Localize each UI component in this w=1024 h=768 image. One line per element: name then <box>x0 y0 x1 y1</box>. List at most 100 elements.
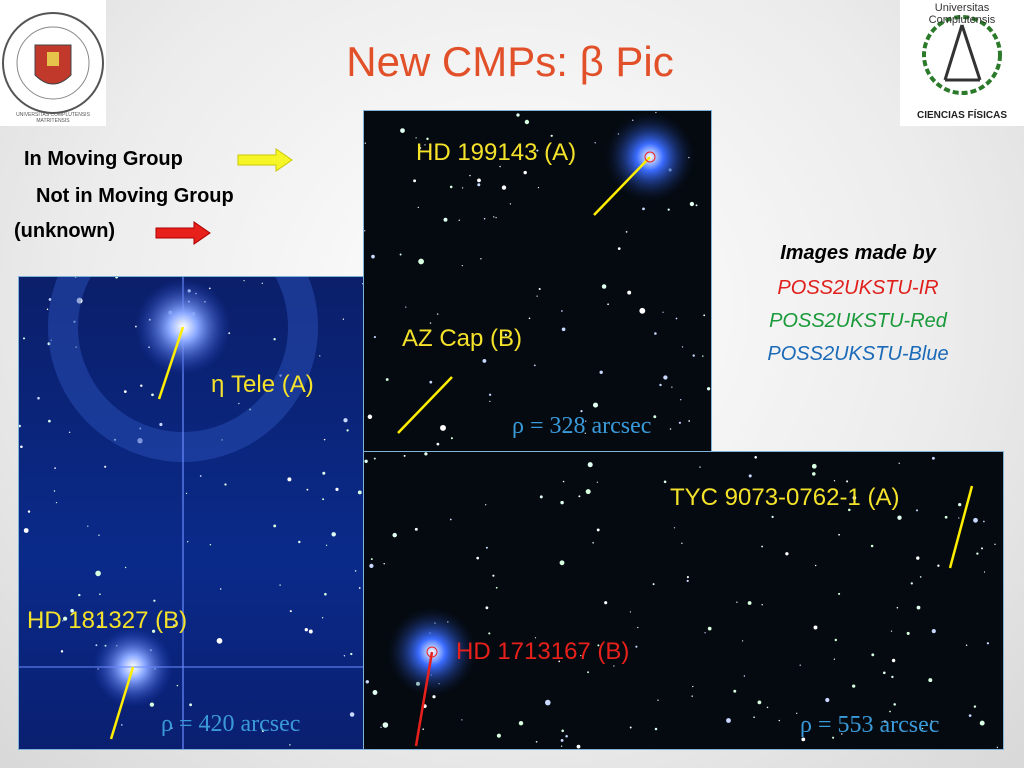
star <box>754 456 757 459</box>
star <box>343 655 346 657</box>
star <box>424 144 426 146</box>
star <box>617 247 621 250</box>
star <box>673 527 676 529</box>
star <box>308 629 313 634</box>
star <box>170 727 173 729</box>
star <box>216 638 223 644</box>
star <box>95 644 98 647</box>
star <box>287 477 292 482</box>
star-field <box>364 452 999 749</box>
star <box>692 685 694 688</box>
star <box>325 544 328 546</box>
star <box>533 364 536 367</box>
star <box>915 509 919 512</box>
star <box>916 605 921 610</box>
star <box>23 528 29 533</box>
star-label: TYC 9073-0762-1 (A) <box>670 484 900 511</box>
star <box>560 500 564 505</box>
star <box>140 384 143 387</box>
star <box>654 727 658 731</box>
star <box>627 290 632 295</box>
star <box>426 137 429 141</box>
star <box>153 599 156 602</box>
star <box>46 308 49 311</box>
image-panel: TYC 9073-0762-1 (A) HD 1713167 (B) ρ = 5… <box>363 451 1004 750</box>
star <box>449 518 452 521</box>
star <box>653 415 657 419</box>
star <box>704 632 706 634</box>
star <box>60 650 64 653</box>
star <box>461 187 464 189</box>
star <box>403 454 406 457</box>
star <box>488 632 491 635</box>
star <box>812 472 816 476</box>
star <box>405 306 407 308</box>
star <box>761 545 764 548</box>
star <box>418 258 424 265</box>
star <box>597 644 600 647</box>
star <box>361 283 363 285</box>
star <box>596 528 600 532</box>
star <box>429 322 432 324</box>
image-panel: η Tele (A) HD 181327 (B) ρ = 420 arcsec <box>18 276 364 750</box>
star <box>891 658 896 663</box>
separation-label: ρ = 553 arcsec <box>800 712 940 738</box>
star <box>654 332 657 335</box>
star <box>979 720 985 726</box>
image-panel: HD 199143 (A) AZ Cap (B) ρ = 328 arcsec <box>363 110 712 452</box>
star <box>54 467 56 469</box>
star <box>289 610 292 613</box>
star <box>536 149 539 152</box>
star <box>565 734 568 738</box>
star <box>22 337 26 340</box>
star <box>898 462 900 464</box>
star <box>994 543 996 546</box>
star <box>882 671 886 675</box>
star <box>371 254 375 259</box>
star <box>578 495 581 498</box>
star <box>537 186 540 189</box>
star <box>273 524 277 528</box>
star <box>539 495 543 499</box>
star <box>604 601 608 605</box>
star <box>561 327 566 332</box>
star <box>703 314 706 317</box>
star <box>524 119 530 125</box>
star <box>382 722 389 728</box>
star <box>921 727 924 730</box>
star <box>27 510 31 513</box>
credits-heading: Images made by <box>780 242 936 264</box>
logo-caption: CIENCIAS FÍSICAS <box>916 110 1007 121</box>
star <box>289 744 291 746</box>
star <box>385 378 389 381</box>
legend-in: In Moving Group <box>24 148 183 170</box>
star <box>681 542 683 544</box>
star <box>365 680 369 684</box>
star <box>919 576 922 578</box>
star <box>480 258 482 260</box>
star <box>706 387 711 391</box>
star <box>415 137 417 139</box>
star <box>834 638 838 642</box>
star <box>986 642 990 645</box>
star-label: HD 199143 (A) <box>416 139 577 166</box>
star <box>688 420 691 422</box>
star <box>304 628 308 632</box>
star <box>224 483 227 486</box>
star <box>53 490 56 492</box>
legend-not-in: Not in Moving Group <box>36 185 234 207</box>
star <box>558 660 561 663</box>
star <box>424 452 428 456</box>
star <box>825 697 830 703</box>
seal <box>2 12 104 114</box>
star <box>659 383 662 387</box>
star <box>149 702 155 707</box>
star <box>838 533 840 536</box>
star <box>350 652 353 656</box>
star <box>261 282 263 284</box>
star <box>419 147 422 149</box>
star <box>629 611 632 613</box>
star <box>832 736 835 739</box>
star <box>916 556 920 560</box>
star <box>322 498 325 501</box>
